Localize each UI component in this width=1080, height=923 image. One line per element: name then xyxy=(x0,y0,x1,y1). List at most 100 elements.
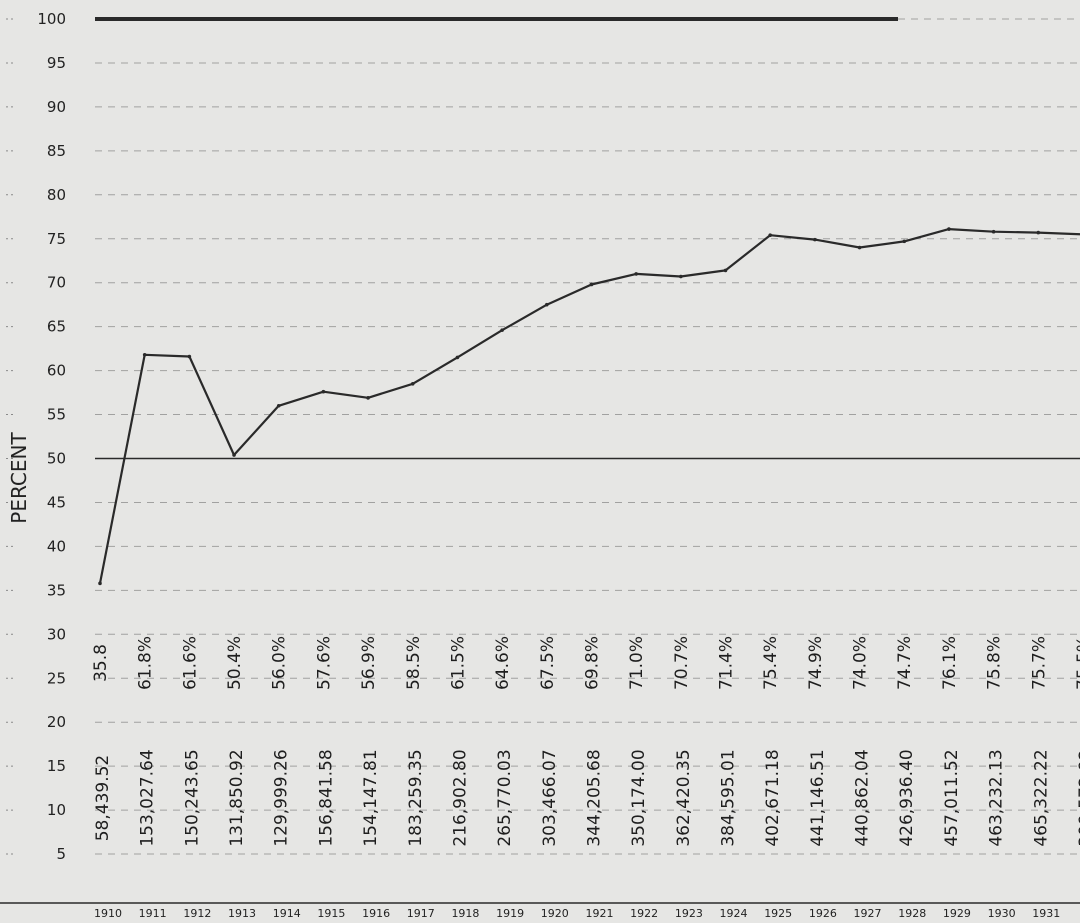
amount-label: 463,232.13 xyxy=(987,749,1007,846)
data-point xyxy=(276,403,281,408)
percent-label: 76.1% xyxy=(940,636,960,690)
percent-label: 71.4% xyxy=(717,636,737,690)
data-point xyxy=(500,328,504,332)
data-point xyxy=(366,396,370,400)
x-tick-label: 1928 xyxy=(898,907,926,920)
y-tick-label: 45 xyxy=(47,493,66,511)
x-tick-label: 1923 xyxy=(675,907,703,920)
percent-label: 75.8% xyxy=(985,636,1005,690)
amount-label: 309,572.92 xyxy=(1076,749,1080,846)
percent-label: 69.8% xyxy=(582,636,602,690)
percent-label: 61.6% xyxy=(180,636,200,690)
y-tick-label: 35 xyxy=(47,581,66,599)
amount-label: 154,147.81 xyxy=(361,749,381,846)
amount-label: 350,174.00 xyxy=(629,749,649,846)
x-tick-label: 1920 xyxy=(541,907,569,920)
percent-label: 57.6% xyxy=(314,636,334,690)
data-point xyxy=(142,352,147,357)
data-point xyxy=(545,302,549,307)
x-tick-label: 1911 xyxy=(139,907,167,920)
y-tick-label: 65 xyxy=(47,318,66,336)
percent-label: 56.0% xyxy=(270,636,290,690)
data-point xyxy=(991,229,996,234)
x-tick-label: 1916 xyxy=(362,907,390,920)
y-tick-label: 75 xyxy=(47,230,66,248)
x-tick-label: 1926 xyxy=(809,907,837,920)
amount-labels: 58,439.52 153,027.64 150,243.65 131,850.92 1… xyxy=(93,749,1080,846)
percent-label: 67.5% xyxy=(538,636,558,690)
x-tick-label: 1918 xyxy=(451,907,479,920)
y-tick-label: 20 xyxy=(47,713,66,731)
y-axis-label: PERCENT xyxy=(7,432,31,524)
y-tick-label: 60 xyxy=(47,362,66,380)
percent-label: 71.0% xyxy=(627,636,647,690)
data-point xyxy=(1036,230,1041,235)
y-tick-label: 70 xyxy=(47,274,66,292)
data-point xyxy=(634,272,638,276)
y-tick-label: 50 xyxy=(47,450,66,468)
data-point xyxy=(813,237,817,242)
y-tick-label: 85 xyxy=(47,142,66,160)
percent-label: 70.7% xyxy=(672,636,692,690)
y-tick-label: 55 xyxy=(47,406,66,424)
data-points xyxy=(98,227,1041,586)
amount-label: 465,322.22 xyxy=(1031,749,1051,846)
percent-label: 75.5% xyxy=(1074,636,1080,690)
amount-label: 153,027.64 xyxy=(138,749,158,846)
y-tick-label: 25 xyxy=(47,669,66,687)
x-tick-label: 1913 xyxy=(228,907,256,920)
x-tick-label: 1929 xyxy=(943,907,971,920)
y-tick-label: 90 xyxy=(47,98,66,116)
amount-label: 303,466.07 xyxy=(540,749,560,846)
x-tick-label: 1924 xyxy=(720,907,748,920)
percent-label: 61.8% xyxy=(136,636,156,690)
amount-label: 183,259.35 xyxy=(406,749,426,846)
y-axis-title: PERCENT xyxy=(7,432,31,524)
reference-lines xyxy=(0,17,1080,904)
amount-label: 441,146.51 xyxy=(808,749,828,846)
y-tick-label: 10 xyxy=(47,801,66,819)
amount-label: 150,243.65 xyxy=(182,749,202,846)
amount-label: 216,902.80 xyxy=(450,749,470,846)
percent-label: 74.9% xyxy=(806,636,826,690)
amount-label: 129,999.26 xyxy=(272,749,292,846)
data-point xyxy=(321,389,326,394)
x-tick-label: 1910 xyxy=(94,907,122,920)
percent-label: 56.9% xyxy=(359,636,379,690)
amount-label: 402,671.18 xyxy=(763,749,783,846)
x-tick-label: 1927 xyxy=(854,907,882,920)
percent-labels: 35.8 61.8% 61.6% 50.4% 56.0% 57.6% 56.9% 58.5% 6… xyxy=(91,636,1080,690)
percent-label: 35.8 xyxy=(91,644,111,682)
y-tick-label: 30 xyxy=(47,625,66,643)
percent-label: 58.5% xyxy=(404,636,424,690)
data-point xyxy=(768,233,772,238)
y-tick-label: 5 xyxy=(56,845,66,863)
data-point xyxy=(589,282,594,287)
percent-label: 50.4% xyxy=(225,636,245,690)
amount-label: 131,850.92 xyxy=(227,749,247,846)
data-point xyxy=(679,274,683,279)
y-tick-label: 40 xyxy=(47,537,66,555)
y-tick-label: 100 xyxy=(37,10,66,28)
amount-label: 384,595.01 xyxy=(719,749,739,846)
percent-label: 75.7% xyxy=(1029,636,1049,690)
amount-label: 426,936.40 xyxy=(897,749,917,846)
percent-label: 75.4% xyxy=(761,636,781,690)
amount-label: 156,841.58 xyxy=(316,749,336,846)
data-point xyxy=(947,227,951,231)
y-tick-label: 15 xyxy=(47,757,66,775)
amount-label: 457,011.52 xyxy=(942,749,962,846)
grid-lines xyxy=(95,62,1080,855)
data-point xyxy=(187,354,192,359)
x-tick-label: 1915 xyxy=(317,907,345,920)
data-point xyxy=(723,268,728,273)
data-point xyxy=(902,239,907,244)
data-point xyxy=(98,581,102,586)
x-tick-label: 1922 xyxy=(630,907,658,920)
data-point xyxy=(857,245,862,250)
x-tick-label: 1925 xyxy=(764,907,792,920)
y-tick-label: 95 xyxy=(47,54,66,72)
x-tick-label: 1917 xyxy=(407,907,435,920)
